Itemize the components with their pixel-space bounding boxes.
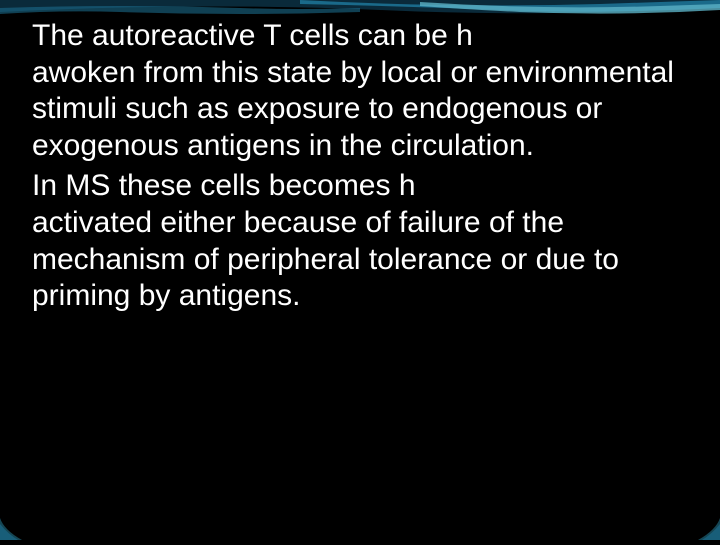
bullet-text: The autoreactive T cells can be: [32, 19, 456, 52]
bullet-text: awoken from this state by local or envir…: [32, 56, 674, 162]
loop-bullet-icon: h: [399, 169, 416, 202]
bullet-item: In MS these cells becomes h activated ei…: [32, 168, 688, 314]
bullet-item: The autoreactive T cells can be h awoken…: [32, 18, 688, 164]
bullet-text: In MS these cells becomes: [32, 169, 399, 202]
bottom-right-corner-decoration: [698, 518, 720, 540]
loop-bullet-icon: h: [456, 19, 473, 52]
bottom-left-corner-decoration: [0, 518, 22, 540]
slide-content: The autoreactive T cells can be h awoken…: [32, 18, 688, 319]
bullet-text: activated either because of failure of t…: [32, 206, 619, 312]
